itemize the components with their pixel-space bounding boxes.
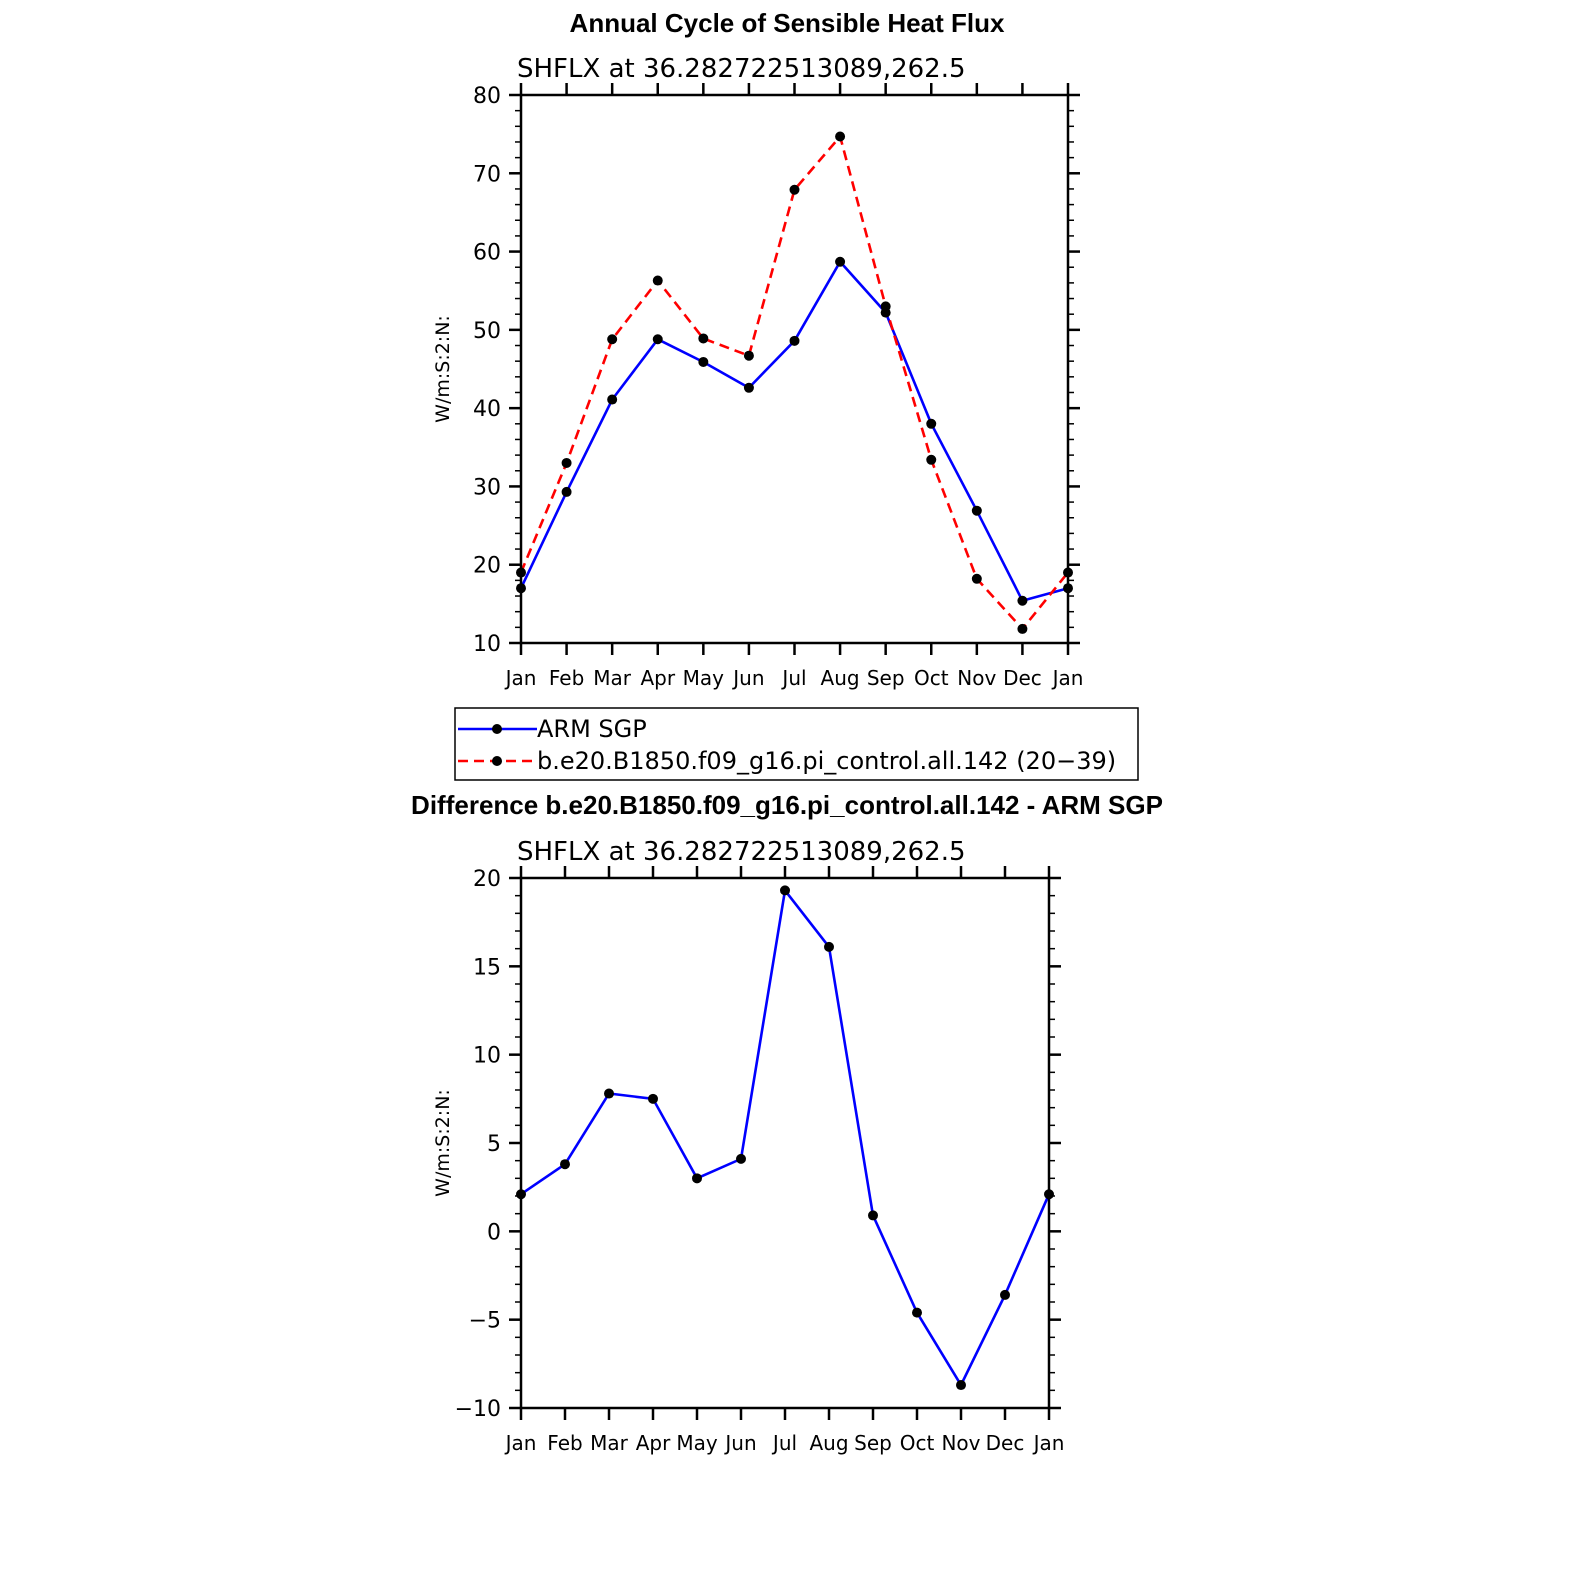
data-point-s0-9 <box>912 1307 922 1318</box>
plot-frame <box>519 93 1070 645</box>
data-point-s0-6 <box>780 885 790 896</box>
x-tick-label: Jan <box>504 666 537 690</box>
x-tick-label: Feb <box>547 1431 582 1455</box>
legend-box <box>454 707 1139 781</box>
x-tick-label: Jul <box>780 666 806 690</box>
data-point-s0-11 <box>1017 595 1028 606</box>
legend-marker-0 <box>492 724 502 734</box>
y-tick-label: 10 <box>473 632 501 657</box>
x-tick-label: Mar <box>590 1431 629 1455</box>
figure-title-top: Annual Cycle of Sensible Heat Flux <box>569 8 1005 38</box>
y-axis-label: W/m:S:2:N: <box>432 1089 454 1197</box>
series-line-1 <box>519 133 1070 631</box>
x-tick-label: Jan <box>1032 1431 1065 1455</box>
data-point-s1-8 <box>880 301 891 312</box>
data-point-s0-2 <box>607 394 618 405</box>
x-tick-label: Apr <box>640 666 675 690</box>
x-tick-label: Jun <box>731 666 764 690</box>
data-point-s0-5 <box>736 1153 746 1164</box>
chart-difference: Jan Feb Mar Apr May Jun Jul Aug Sep Oct Nov Dec Jan−… <box>432 837 1064 1455</box>
y-tick-label: −5 <box>469 1309 501 1334</box>
data-point-s0-1 <box>560 1159 570 1170</box>
data-point-s1-4 <box>698 333 709 344</box>
x-tick-label: Jul <box>771 1431 797 1455</box>
y-tick-label: 5 <box>487 1132 501 1157</box>
figure-title-bottom: Difference b.e20.B1850.f09_g16.pi_contro… <box>411 790 1163 820</box>
x-tick-label: May <box>683 666 725 690</box>
x-tick-label: Apr <box>636 1431 671 1455</box>
legend: ARM SGP b.e20.B1850.f09_g16.pi_control.al… <box>454 707 1139 781</box>
data-point-s0-9 <box>926 418 937 429</box>
data-point-s0-7 <box>835 256 846 267</box>
y-tick-label: 15 <box>473 955 501 980</box>
data-point-s0-3 <box>652 334 663 345</box>
x-tick-label: Aug <box>821 666 860 690</box>
x-tick-label: Jan <box>1051 666 1084 690</box>
x-tick-label: Oct <box>914 666 949 690</box>
chart-subtitle: SHFLX at 36.282722513089,262.5 <box>517 54 966 84</box>
x-tick-label: Dec <box>986 1431 1025 1455</box>
data-point-s0-3 <box>648 1093 658 1104</box>
series-line-0 <box>519 259 1069 603</box>
data-point-s0-5 <box>743 382 754 393</box>
chart-annual-cycle: Jan Feb Mar Apr May Jun Jul Aug Sep Oct Nov Dec Jan1… <box>432 54 1083 690</box>
y-tick-label: 20 <box>473 867 501 892</box>
y-axis-label: W/m:S:2:N: <box>432 315 454 423</box>
data-point-s0-2 <box>604 1088 614 1099</box>
x-tick-label: Jun <box>723 1431 756 1455</box>
data-point-s0-10 <box>956 1380 966 1391</box>
data-point-s1-5 <box>743 350 754 361</box>
plot-frame <box>519 876 1051 1410</box>
y-tick-label: 0 <box>487 1220 501 1245</box>
x-tick-label: Dec <box>1003 666 1042 690</box>
data-point-s1-2 <box>607 334 618 345</box>
data-point-s0-8 <box>868 1210 878 1221</box>
y-tick-label: 50 <box>473 319 501 344</box>
data-point-s0-7 <box>824 941 834 952</box>
data-point-s1-7 <box>835 131 846 142</box>
y-tick-label: −10 <box>455 1397 501 1422</box>
y-tick-label: 40 <box>473 397 501 422</box>
data-point-s1-6 <box>789 184 800 195</box>
data-point-s1-3 <box>652 275 663 286</box>
legend-marker-1 <box>492 756 502 766</box>
y-tick-label: 60 <box>473 241 501 266</box>
legend-label-1: b.e20.B1850.f09_g16.pi_control.all.142 (… <box>537 747 1116 775</box>
data-point-s0-4 <box>692 1173 702 1184</box>
x-tick-label: Oct <box>900 1431 935 1455</box>
x-tick-label: Jan <box>504 1431 537 1455</box>
y-tick-label: 10 <box>473 1044 501 1069</box>
x-tick-label: Mar <box>593 666 632 690</box>
data-point-s0-11 <box>1000 1289 1010 1300</box>
chart-subtitle: SHFLX at 36.282722513089,262.5 <box>517 837 966 867</box>
data-point-s0-1 <box>561 486 572 497</box>
x-tick-label: Sep <box>867 666 905 690</box>
data-point-s1-10 <box>971 573 982 584</box>
data-point-s1-11 <box>1017 623 1028 634</box>
x-tick-label: Sep <box>854 1431 892 1455</box>
x-tick-label: Nov <box>957 666 996 690</box>
data-point-s0-4 <box>698 356 709 367</box>
y-tick-label: 30 <box>473 475 501 500</box>
data-point-s0-10 <box>971 505 982 516</box>
y-tick-label: 70 <box>473 162 501 187</box>
series-line-0 <box>520 887 1051 1388</box>
y-tick-label: 20 <box>473 554 501 579</box>
x-tick-label: Feb <box>549 666 584 690</box>
legend-label-0: ARM SGP <box>537 715 647 743</box>
x-tick-label: Nov <box>941 1431 980 1455</box>
x-tick-label: May <box>676 1431 718 1455</box>
data-point-s1-9 <box>926 454 937 465</box>
x-tick-label: Aug <box>809 1431 848 1455</box>
y-tick-label: 80 <box>473 84 501 109</box>
data-point-s1-1 <box>561 457 572 468</box>
data-point-s0-6 <box>789 335 800 346</box>
